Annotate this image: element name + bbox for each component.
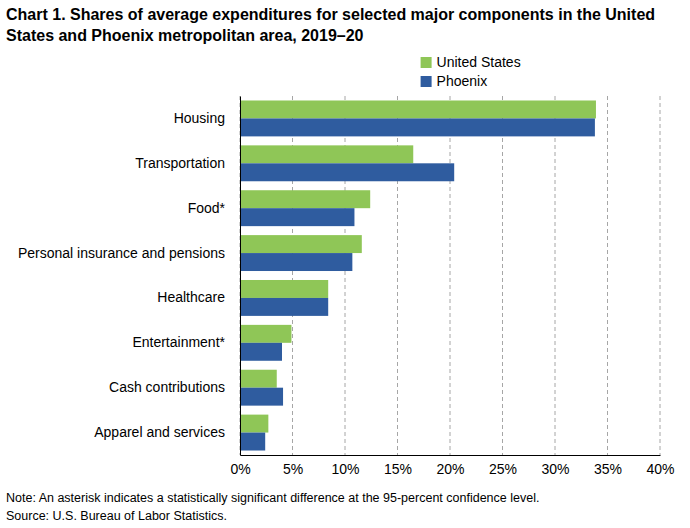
tick: Food* — [188, 200, 240, 216]
bar — [240, 280, 328, 298]
note: Note: An asterisk indicates a statistica… — [6, 491, 539, 505]
tick: 5% — [283, 455, 303, 477]
bar — [240, 388, 283, 406]
tick: Cash contributions — [109, 379, 240, 395]
tick: Transportation — [135, 155, 240, 171]
tick: 30% — [541, 455, 569, 477]
legend-label: United States — [437, 54, 521, 70]
bar — [240, 298, 328, 316]
tick-label: 35% — [594, 461, 622, 477]
category-label: Food* — [188, 200, 226, 216]
bar — [240, 343, 282, 361]
tick-label: 30% — [541, 461, 569, 477]
source: Source: U.S. Bureau of Labor Statistics. — [6, 509, 227, 523]
grid-line — [555, 96, 556, 455]
bar — [240, 415, 268, 433]
tick: Entertainment* — [132, 334, 240, 350]
bar — [240, 370, 277, 388]
bar — [240, 118, 595, 136]
title: Chart 1. Shares of average expenditures … — [6, 6, 655, 44]
legend-swatch — [421, 57, 432, 68]
legend: United States Phoenix — [421, 54, 521, 89]
category-label: Cash contributions — [109, 379, 225, 395]
bar — [240, 235, 362, 253]
category-label: Housing — [174, 110, 225, 126]
tick-label: 0% — [230, 461, 250, 477]
tick: Apparel and services — [94, 424, 240, 440]
grid-line — [607, 96, 608, 455]
grid-line — [450, 96, 451, 455]
tick-label: 20% — [436, 461, 464, 477]
bar — [240, 253, 352, 271]
bar — [240, 190, 370, 208]
bar — [240, 100, 596, 118]
bar — [240, 433, 265, 451]
tick: Housing — [174, 110, 240, 126]
tick: Personal insurance and pensions — [18, 245, 240, 261]
grid — [240, 96, 660, 455]
category-label: Entertainment* — [132, 334, 225, 350]
tick-label: 25% — [489, 461, 517, 477]
series — [240, 118, 595, 450]
y-axis: Housing Transportation Food* Personal insur… — [18, 97, 241, 456]
chart: Chart 1. Shares of average expenditures … — [0, 0, 690, 528]
bar — [240, 325, 291, 343]
tick: 10% — [331, 455, 359, 477]
category-label: Apparel and services — [94, 424, 225, 440]
bar — [240, 208, 354, 226]
tick: 40% — [646, 455, 674, 477]
category-label: Personal insurance and pensions — [18, 245, 225, 261]
grid-line — [502, 96, 503, 455]
plot: 0% 5% 10% 15% 20% 25% 30% 35% 40% Housing Transpor… — [18, 96, 675, 477]
tick: 15% — [384, 455, 412, 477]
legend-swatch — [421, 76, 432, 87]
y-axis-line — [240, 97, 241, 456]
tick: 20% — [436, 455, 464, 477]
bar — [240, 145, 413, 163]
category-label: Healthcare — [157, 289, 225, 305]
tick: 25% — [489, 455, 517, 477]
category-label: Transportation — [135, 155, 225, 171]
tick: 35% — [594, 455, 622, 477]
x-axis-line — [241, 455, 661, 456]
series — [240, 100, 596, 432]
tick: 0% — [230, 455, 250, 477]
grid-line — [240, 96, 241, 455]
grid-line — [660, 96, 661, 455]
bars — [240, 100, 596, 450]
tick-label: 5% — [283, 461, 303, 477]
tick: Healthcare — [157, 289, 240, 305]
tick-label: 15% — [384, 461, 412, 477]
tick-label: 10% — [331, 461, 359, 477]
bar — [240, 163, 454, 181]
legend-label: Phoenix — [437, 73, 488, 89]
tick-label: 40% — [646, 461, 674, 477]
x-axis: 0% 5% 10% 15% 20% 25% 30% 35% 40% — [230, 455, 674, 477]
